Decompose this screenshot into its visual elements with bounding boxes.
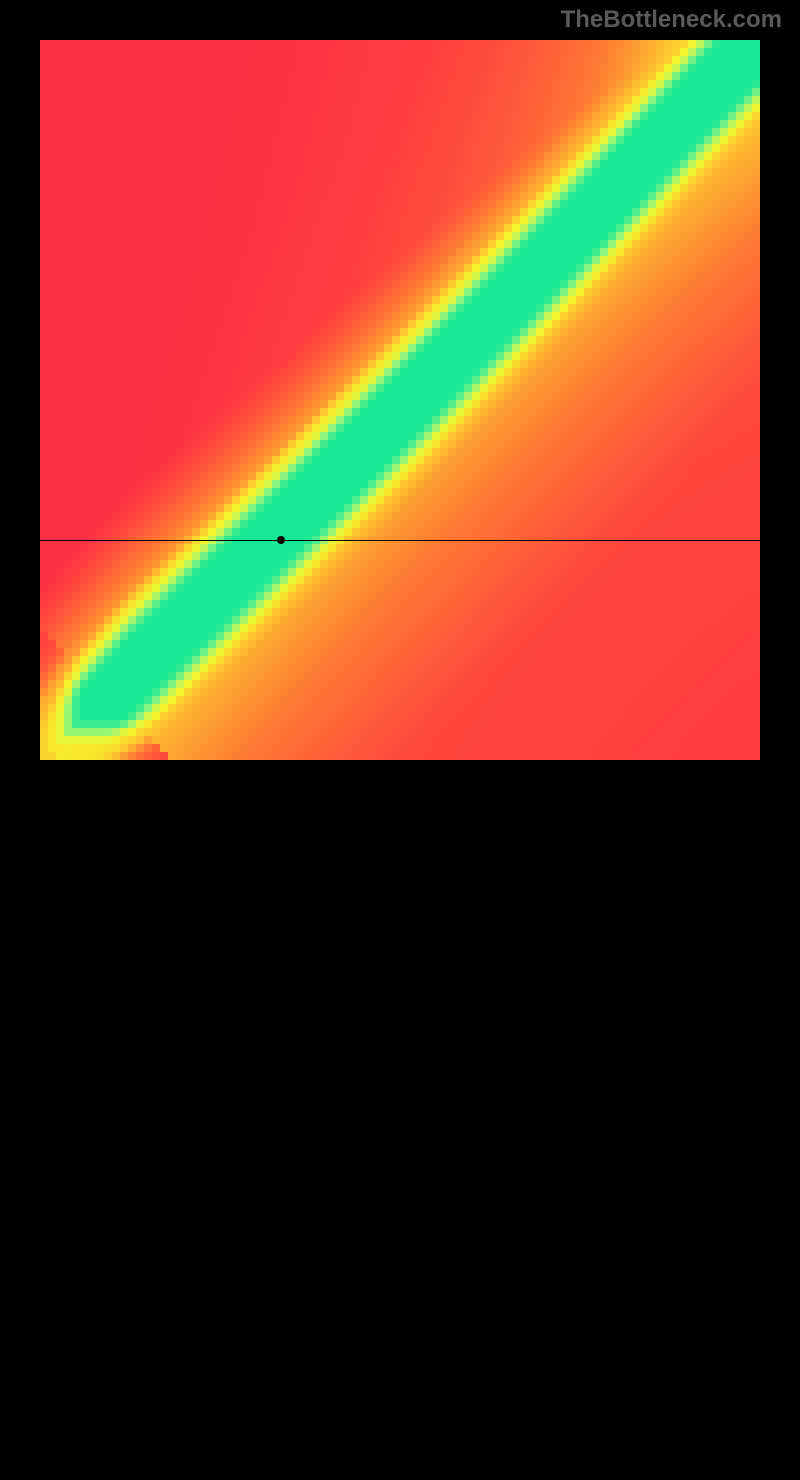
heatmap-canvas [40, 40, 760, 760]
crosshair-vertical [281, 760, 282, 1480]
watermark-text: TheBottleneck.com [561, 6, 782, 34]
heatmap-plot [40, 40, 760, 760]
crosshair-dot [277, 536, 285, 544]
crosshair-horizontal [40, 540, 760, 541]
